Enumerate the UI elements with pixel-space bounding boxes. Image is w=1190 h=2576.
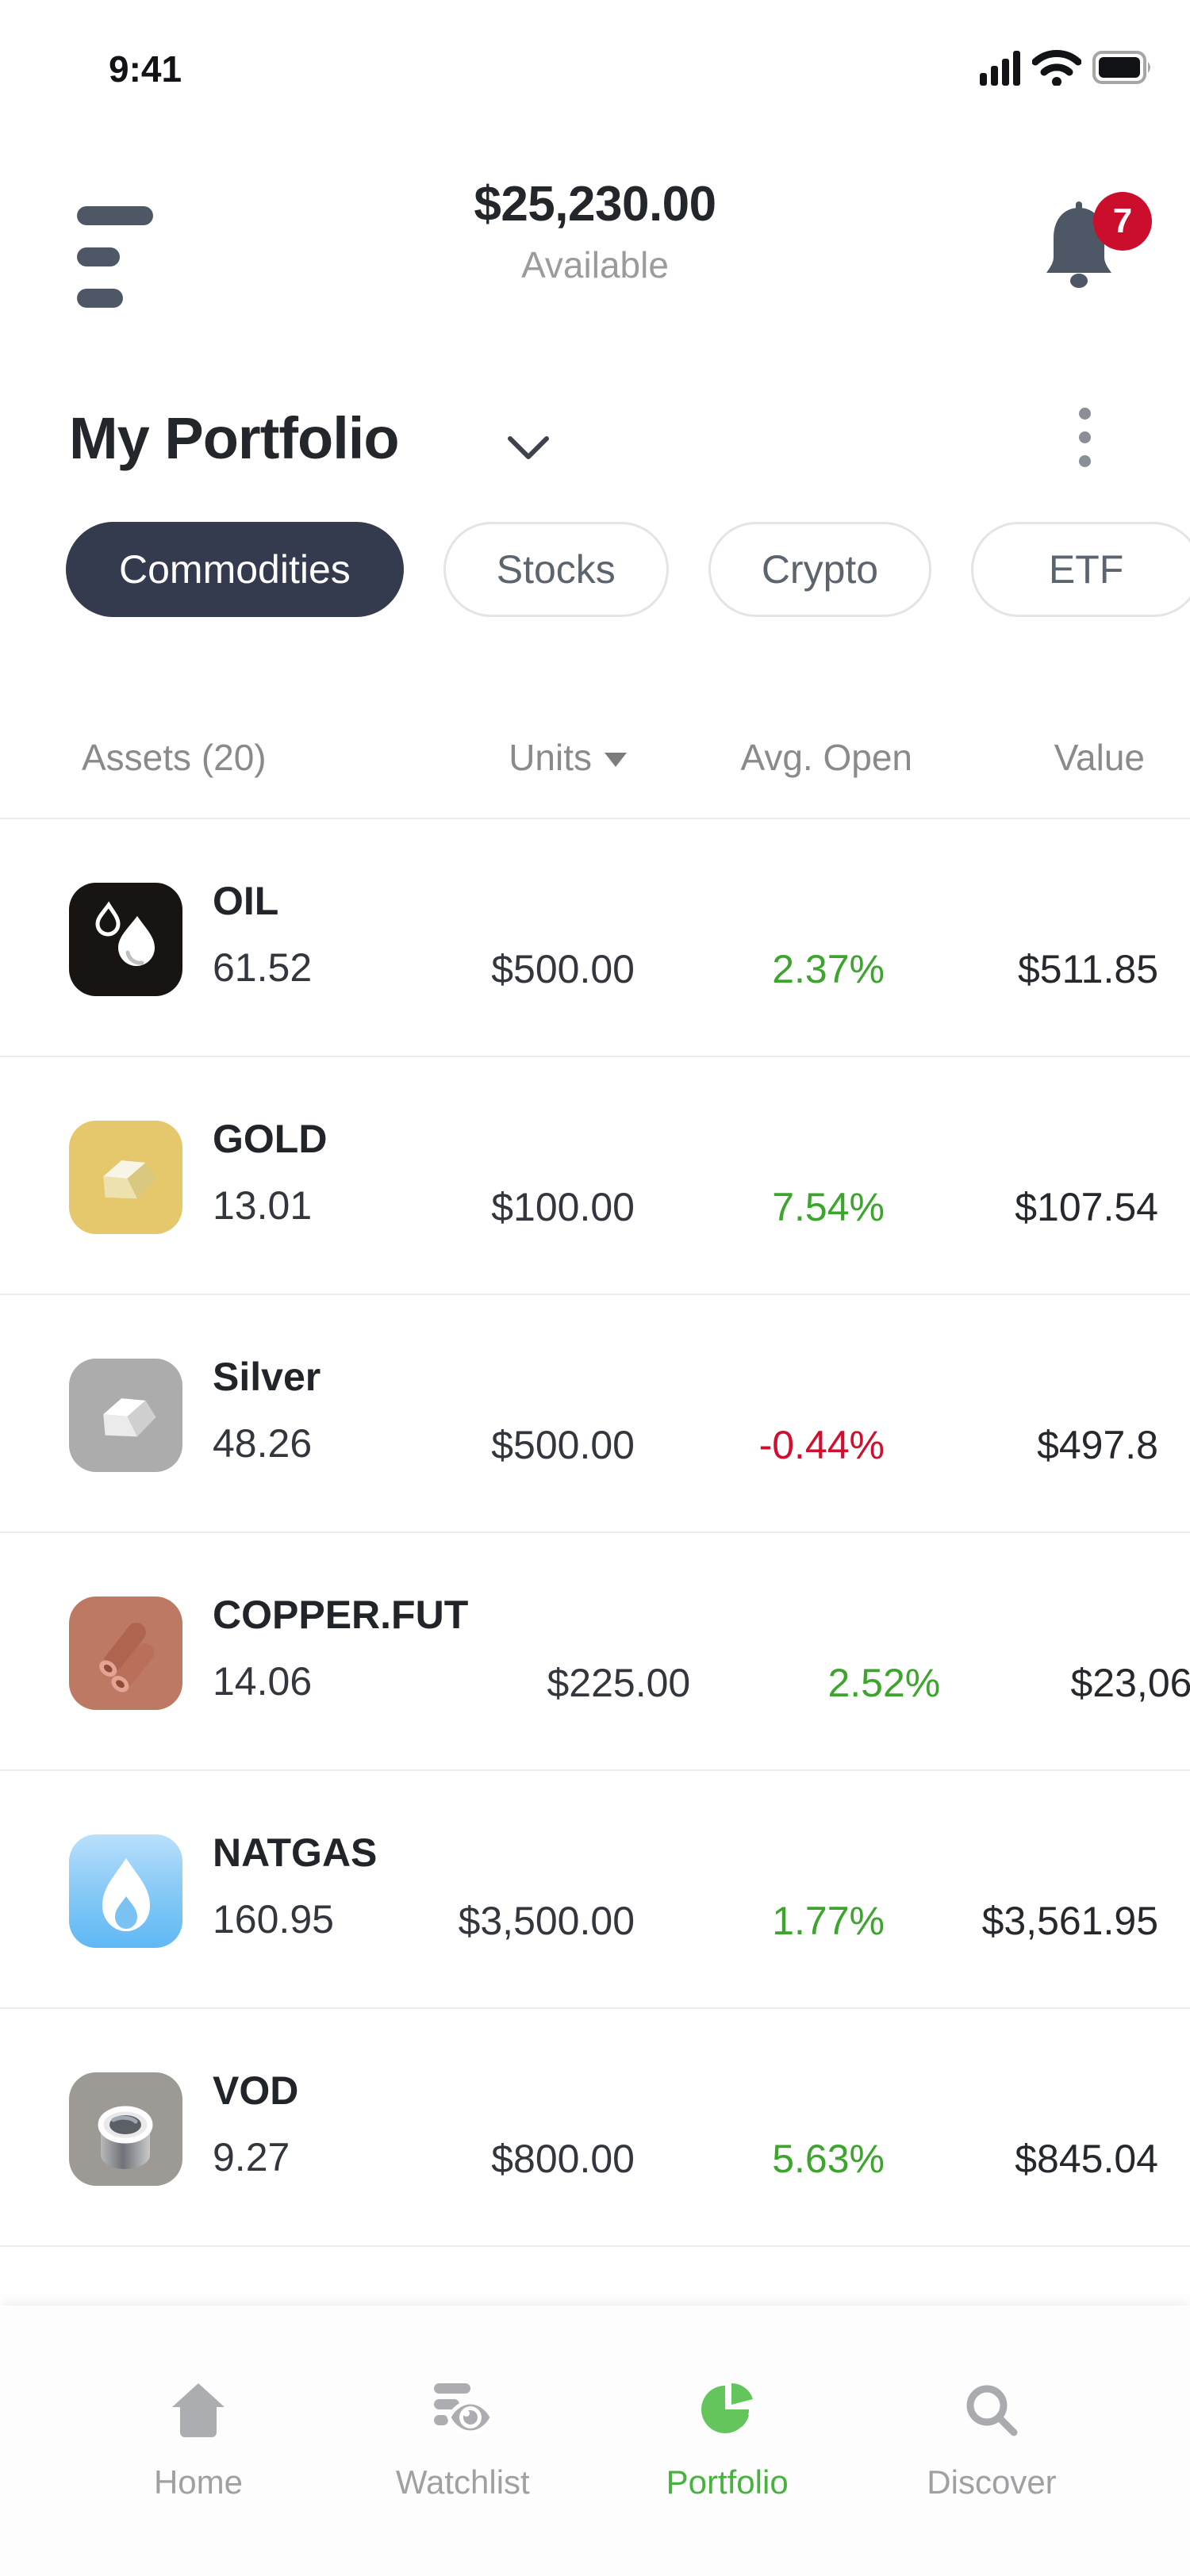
oil-icon xyxy=(69,883,182,996)
search-icon xyxy=(963,2382,1020,2443)
notifications-button[interactable]: 7 xyxy=(1041,192,1168,327)
battery-icon xyxy=(1092,49,1154,90)
avg-open-amount: $800.00 xyxy=(491,2137,635,2181)
filter-chip-commodities[interactable]: Commodities xyxy=(66,522,404,617)
avg-open-amount: $100.00 xyxy=(491,1185,635,1229)
balance-block: $25,230.00 Available xyxy=(0,176,1190,286)
nav-label: Portfolio xyxy=(666,2463,789,2501)
asset-value: $511.85 xyxy=(1017,947,1158,991)
bottom-navigation: Home Watchlist xyxy=(0,2306,1190,2576)
change-percent: 5.63% xyxy=(772,2137,885,2181)
nav-item-portfolio[interactable]: Portfolio xyxy=(632,2382,823,2501)
asset-list: OIL 61.52 $500.00 2.37% $511.85 xyxy=(0,818,1190,2247)
home-icon xyxy=(169,2382,228,2443)
asset-value: $23,067 xyxy=(1070,1661,1190,1705)
asset-ticker: NATGAS xyxy=(213,1830,378,1875)
change-percent: 2.52% xyxy=(827,1661,941,1705)
vod-icon xyxy=(69,2072,182,2186)
table-row-vod[interactable]: VOD 9.27 $800.00 5.63% $845.04 xyxy=(0,2009,1190,2247)
column-header-value: Value xyxy=(1054,737,1145,778)
gold-icon xyxy=(69,1121,182,1234)
asset-ticker: VOD xyxy=(213,2068,299,2113)
wifi-icon xyxy=(1031,49,1082,90)
asset-value: $497.8 xyxy=(1037,1423,1158,1467)
table-row-oil[interactable]: OIL 61.52 $500.00 2.37% $511.85 xyxy=(0,819,1190,1057)
sort-desc-icon xyxy=(605,753,627,767)
filter-chip-stocks[interactable]: Stocks xyxy=(443,522,669,617)
asset-value: $107.54 xyxy=(1015,1185,1158,1229)
menu-icon[interactable] xyxy=(77,203,164,308)
pie-chart-icon xyxy=(698,2382,757,2443)
natgas-icon xyxy=(69,1834,182,1948)
change-percent: 7.54% xyxy=(772,1185,885,1229)
table-row-silver[interactable]: Silver 48.26 $500.00 -0.44% $497.8 xyxy=(0,1295,1190,1533)
asset-ticker: OIL xyxy=(213,879,279,923)
change-percent: 1.77% xyxy=(772,1899,885,1943)
signal-icon xyxy=(980,49,1021,90)
asset-ticker: GOLD xyxy=(213,1117,328,1161)
balance-label: Available xyxy=(521,244,669,286)
nav-item-discover[interactable]: Discover xyxy=(896,2382,1087,2501)
portfolio-selector-chevron-down-icon[interactable] xyxy=(506,435,551,466)
copper-icon xyxy=(69,1597,182,1710)
filter-chip-etf[interactable]: ETF xyxy=(971,522,1190,617)
asset-value: $845.04 xyxy=(1015,2137,1158,2181)
more-options-icon[interactable] xyxy=(1069,408,1101,479)
available-balance: $25,230.00 xyxy=(474,177,716,232)
status-icons xyxy=(980,49,1154,90)
change-percent: 2.37% xyxy=(772,947,885,991)
silver-icon xyxy=(69,1359,182,1472)
nav-label: Discover xyxy=(927,2463,1057,2501)
bell-icon xyxy=(1041,201,1117,298)
asset-units: 14.06 xyxy=(213,1659,313,1704)
column-header-units[interactable]: Units xyxy=(509,736,627,779)
table-row-copper[interactable]: COPPER.FUT 14.06 $225.00 2.52% $23,067 xyxy=(0,1533,1190,1771)
change-percent: -0.44% xyxy=(758,1423,885,1467)
asset-ticker: Silver xyxy=(213,1355,321,1399)
nav-label: Watchlist xyxy=(395,2463,530,2501)
asset-units: 9.27 xyxy=(213,2135,290,2179)
asset-units: 13.01 xyxy=(213,1183,313,1228)
nav-label: Home xyxy=(153,2463,244,2501)
watchlist-icon xyxy=(431,2382,495,2443)
asset-units: 61.52 xyxy=(213,945,313,990)
asset-ticker: COPPER.FUT xyxy=(213,1593,469,1637)
notification-badge: 7 xyxy=(1093,192,1152,251)
table-row-natgas[interactable]: NATGAS 160.95 $3,500.00 1.77% $3,561.95 xyxy=(0,1771,1190,2009)
asset-units: 48.26 xyxy=(213,1421,313,1466)
avg-open-amount: $3,500.00 xyxy=(458,1899,635,1943)
status-time: 9:41 xyxy=(109,48,182,90)
avg-open-amount: $225.00 xyxy=(547,1661,691,1705)
column-header-assets: Assets (20) xyxy=(82,737,267,778)
avg-open-amount: $500.00 xyxy=(491,947,635,991)
table-row-gold[interactable]: GOLD 13.01 $100.00 7.54% $107.54 xyxy=(0,1057,1190,1295)
asset-class-filter: Commodities Stocks Crypto ETF xyxy=(66,522,1190,625)
asset-units: 160.95 xyxy=(213,1897,334,1942)
table-header: Assets (20) Units Avg. Open Value xyxy=(0,736,1190,784)
avg-open-amount: $500.00 xyxy=(491,1423,635,1467)
asset-value: $3,561.95 xyxy=(981,1899,1158,1943)
filter-chip-crypto[interactable]: Crypto xyxy=(708,522,932,617)
column-header-avg-open: Avg. Open xyxy=(740,737,912,778)
nav-item-home[interactable]: Home xyxy=(103,2382,294,2501)
nav-item-watchlist[interactable]: Watchlist xyxy=(367,2382,558,2501)
page-title: My Portfolio xyxy=(69,405,400,471)
